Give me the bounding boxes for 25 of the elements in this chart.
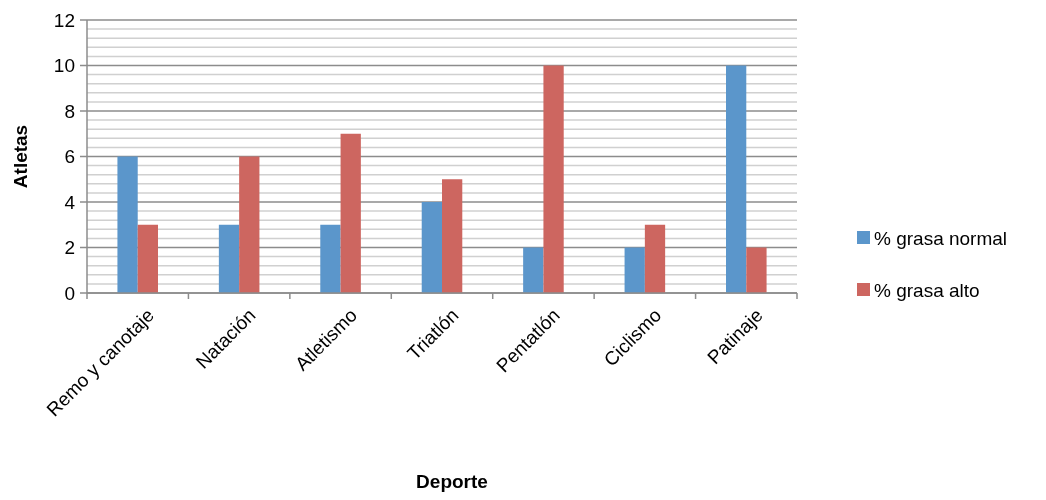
y-tick-label: 0 xyxy=(64,282,75,304)
y-tick-label: 2 xyxy=(64,237,75,258)
bar xyxy=(320,224,341,293)
bar xyxy=(239,156,260,293)
y-tick-label: 10 xyxy=(53,55,75,76)
bar xyxy=(137,224,158,293)
bar xyxy=(746,247,767,293)
bar xyxy=(726,65,747,293)
x-axis-title: Deporte xyxy=(416,471,488,492)
bar xyxy=(644,224,666,293)
legend-label: % grasa alto xyxy=(874,279,980,301)
bar xyxy=(218,224,240,293)
bar xyxy=(117,156,138,293)
bar xyxy=(340,133,361,293)
y-tick-label: 12 xyxy=(53,9,75,31)
y-tick-label: 4 xyxy=(64,191,76,213)
y-tick-label: 6 xyxy=(64,146,75,167)
bar xyxy=(442,179,463,293)
bar xyxy=(543,65,564,293)
legend-label: % grasa normal xyxy=(874,227,1008,249)
y-tick-label: 8 xyxy=(64,100,75,122)
bar xyxy=(523,247,544,293)
bar xyxy=(624,247,645,293)
y-axis-title: Atletas xyxy=(9,124,31,189)
bar xyxy=(421,202,442,293)
